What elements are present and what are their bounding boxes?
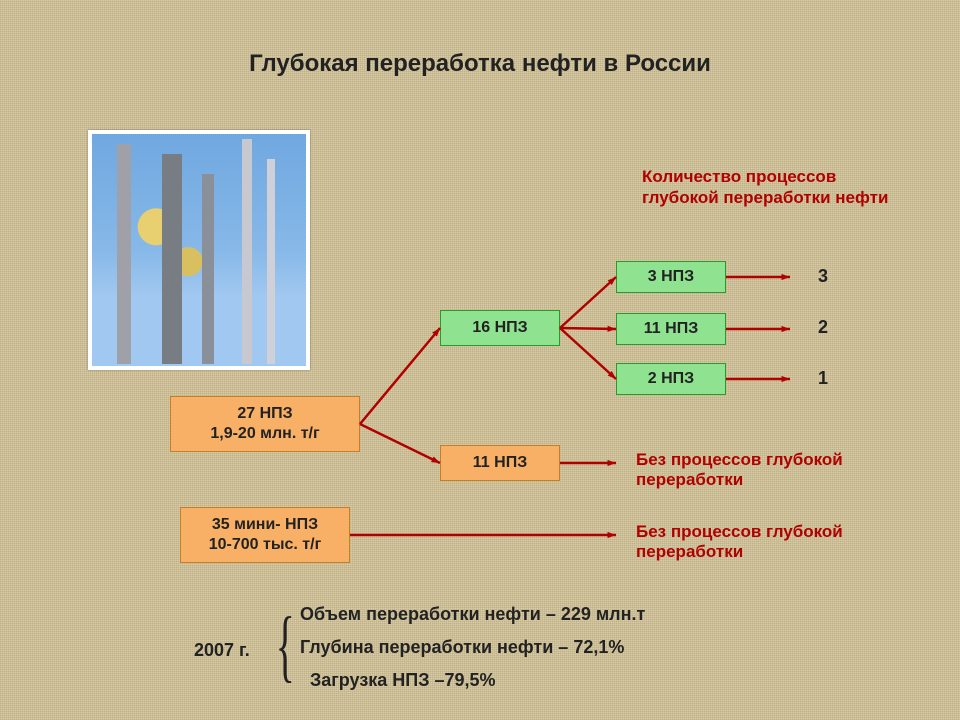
count-2: 2 bbox=[818, 317, 828, 338]
count-1: 1 bbox=[818, 368, 828, 389]
node-16-npz: 16 НПЗ bbox=[440, 310, 560, 346]
count-3: 3 bbox=[818, 266, 828, 287]
stat-depth: Глубина переработки нефти – 72,1% bbox=[300, 637, 624, 658]
node-2-npz: 2 НПЗ bbox=[616, 363, 726, 395]
subtitle-processes-count: Количество процессов глубокой переработк… bbox=[642, 166, 902, 209]
node-35-mini-npz: 35 мини- НПЗ10-700 тыс. т/г bbox=[180, 507, 350, 563]
page-title: Глубокая переработка нефти в России bbox=[0, 50, 960, 78]
stat-load: Загрузка НПЗ –79,5% bbox=[310, 670, 496, 691]
node-27-npz: 27 НПЗ1,9-20 млн. т/г bbox=[170, 396, 360, 452]
year-label: 2007 г. bbox=[194, 640, 250, 661]
node-3-npz: 3 НПЗ bbox=[616, 261, 726, 293]
label-no-proc-1: Без процессов глубокой переработки bbox=[636, 450, 916, 491]
node-11-npz-orange: 11 НПЗ bbox=[440, 445, 560, 481]
refinery-photo bbox=[88, 130, 310, 370]
stat-volume: Объем переработки нефти – 229 млн.т bbox=[300, 604, 645, 625]
node-11-npz-green: 11 НПЗ bbox=[616, 313, 726, 345]
label-no-proc-2: Без процессов глубокой переработки bbox=[636, 522, 916, 563]
curly-brace: { bbox=[276, 606, 295, 686]
